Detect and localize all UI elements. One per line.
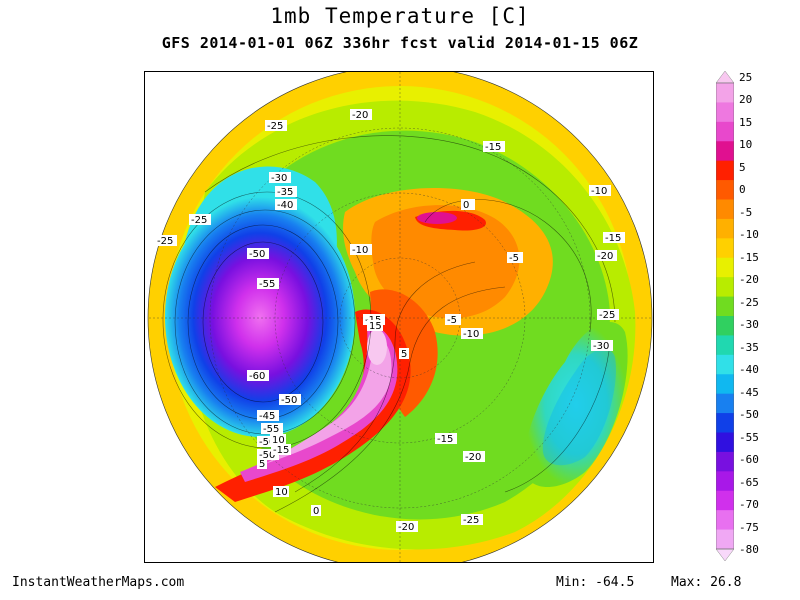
contour-label: -30	[271, 173, 287, 184]
colorbar-tick-label: -60	[739, 453, 759, 467]
colorbar-top-arrow	[716, 71, 734, 84]
colorbar-tick-label: -30	[739, 318, 759, 332]
colorbar-tick-label: -45	[739, 385, 759, 399]
colorbar-segment	[716, 432, 734, 453]
colorbar-tick-label: -40	[739, 363, 759, 377]
contour-labels: -25 -20 -15 -30 -35 -40 -10 0 -25 -25 -5…	[155, 109, 625, 533]
colorbar-tick-label: 0	[739, 183, 746, 197]
contour-label: -5	[509, 253, 519, 264]
colorbar-segment	[716, 413, 734, 433]
colorbar-bottom-arrow	[716, 548, 734, 561]
colorbar-tick-label: 15	[739, 115, 753, 129]
colorbar-tick-label: -55	[739, 430, 759, 444]
colorbar-segment	[716, 160, 734, 181]
colorbar-tick-label: -20	[739, 273, 759, 287]
site-credit: InstantWeatherMaps.com	[12, 575, 185, 590]
chart-subtitle: GFS 2014-01-01 06Z 336hr fcst valid 2014…	[161, 34, 639, 52]
contour-label: 10	[275, 487, 288, 498]
contour-label: -20	[597, 251, 613, 262]
contour-label: -50	[281, 395, 297, 406]
contour-label: -25	[157, 236, 173, 247]
colorbar-segment	[716, 277, 734, 298]
colorbar-tick-label: -80	[739, 543, 759, 556]
colorbar-segment	[716, 218, 734, 239]
contour-label: -50	[259, 437, 275, 448]
polar-temperature-map: -25 -20 -15 -30 -35 -40 -10 0 -25 -25 -5…	[144, 71, 654, 563]
contour-label: 5	[259, 459, 265, 470]
colorbar-segment	[716, 199, 734, 220]
contour-label: 10	[272, 435, 285, 446]
colorbar-tick-label: -35	[739, 340, 759, 354]
colorbar-segment	[716, 238, 734, 259]
colorbar-tick-label: -75	[739, 520, 759, 534]
colorbar-labels: 25 20 15 10 5 0 -5 -10 -15 -20 -25 -30 -35 -40 -45 -50 -…	[739, 0, 799, 600]
contour-label: 0	[313, 506, 319, 517]
colorbar-segment	[716, 529, 734, 550]
contour-label: -55	[263, 424, 279, 435]
contour-label: -15	[273, 445, 289, 456]
colorbar-segment	[716, 335, 734, 356]
colorbar-segment	[716, 374, 734, 395]
contour-label: -25	[267, 121, 283, 132]
colorbar-tick-label: -15	[739, 250, 759, 264]
colorbar-segment	[716, 83, 734, 103]
contour-label: -25	[463, 515, 479, 526]
colorbar-tick-label: -50	[739, 408, 759, 422]
colorbar-segment	[716, 102, 734, 123]
colorbar-tick-label: 25	[739, 71, 753, 84]
colorbar-tick-label: -5	[739, 205, 753, 219]
contour-label: -10	[463, 329, 479, 340]
contour-label: -10	[591, 186, 607, 197]
contour-label: -45	[259, 411, 275, 422]
colorbar-segment	[716, 451, 734, 472]
colorbar-frame	[716, 82, 734, 550]
colorbar-tick-label: -25	[739, 295, 759, 309]
chart-title: 1mb Temperature [C]	[270, 4, 530, 28]
colorbar-tick-label: 20	[739, 93, 753, 107]
colorbar-tick-label: -65	[739, 475, 759, 489]
colorbar-segment	[716, 510, 734, 531]
contour-label: -60	[249, 371, 265, 382]
colorbar-segment	[716, 296, 734, 317]
contour-label: -25	[191, 215, 207, 226]
colorbar-segment	[716, 316, 734, 336]
colorbar-segment	[716, 490, 734, 511]
contour-label: -35	[277, 187, 293, 198]
colorbar-segment	[716, 354, 734, 375]
colorbar-tick-label: -10	[739, 228, 759, 242]
contour-label: -20	[352, 110, 368, 121]
contour-label: -15	[605, 233, 621, 244]
contour-label: -25	[599, 310, 615, 321]
contour-label: -55	[259, 279, 275, 290]
contour-label: 0	[463, 200, 469, 211]
contour-label: -10	[352, 245, 368, 256]
colorbar-segment	[716, 141, 734, 162]
colorbar	[716, 71, 734, 561]
contour-label: -30	[593, 341, 609, 352]
colorbar-tick-label: 10	[739, 138, 753, 152]
contour-label: -15	[437, 434, 453, 445]
contour-label: 5	[401, 349, 407, 360]
min-value: Min: -64.5	[556, 575, 635, 590]
contour-label: -20	[398, 522, 414, 533]
contour-label: -40	[277, 200, 293, 211]
contour-label: 15	[369, 321, 382, 332]
temperature-field	[148, 72, 652, 562]
colorbar-segment	[716, 180, 734, 200]
colorbar-segment	[716, 257, 734, 278]
colorbar-tick-label: 5	[739, 160, 746, 174]
colorbar-segment	[716, 121, 734, 142]
contour-label: -15	[485, 142, 501, 153]
contour-label: -50	[249, 249, 265, 260]
contour-label: -5	[447, 315, 457, 326]
colorbar-tick-label: -70	[739, 498, 759, 512]
colorbar-segment	[716, 471, 734, 492]
contour-label: -50	[259, 450, 275, 461]
max-value: Max: 26.8	[671, 575, 742, 590]
contour-label: -20	[465, 452, 481, 463]
colorbar-segment	[716, 393, 734, 414]
